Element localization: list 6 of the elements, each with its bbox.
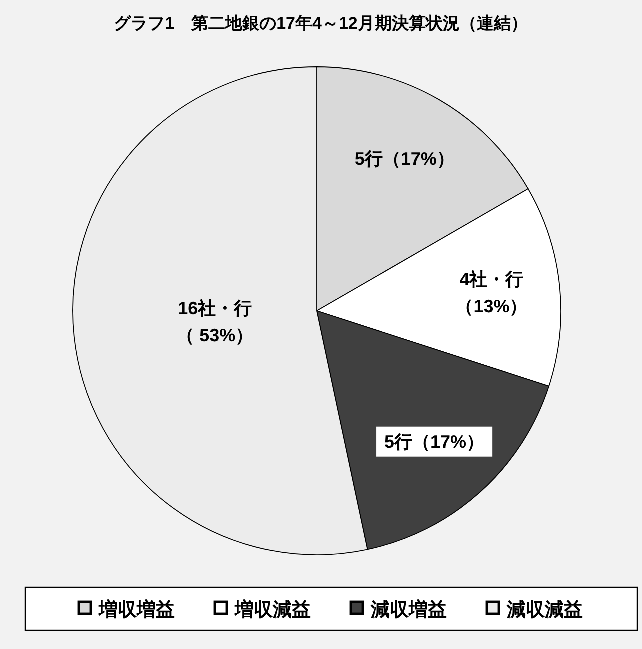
chart-title: グラフ1 第二地銀の17年4～12月期決算状況（連結） — [114, 14, 528, 33]
legend-label: 増収減益 — [234, 599, 311, 621]
legend-label: 減収増益 — [370, 599, 447, 621]
data-label: 5行（17%） — [384, 432, 485, 452]
legend-label: 減収減益 — [506, 599, 583, 621]
legend-label: 増収増益 — [98, 599, 175, 621]
